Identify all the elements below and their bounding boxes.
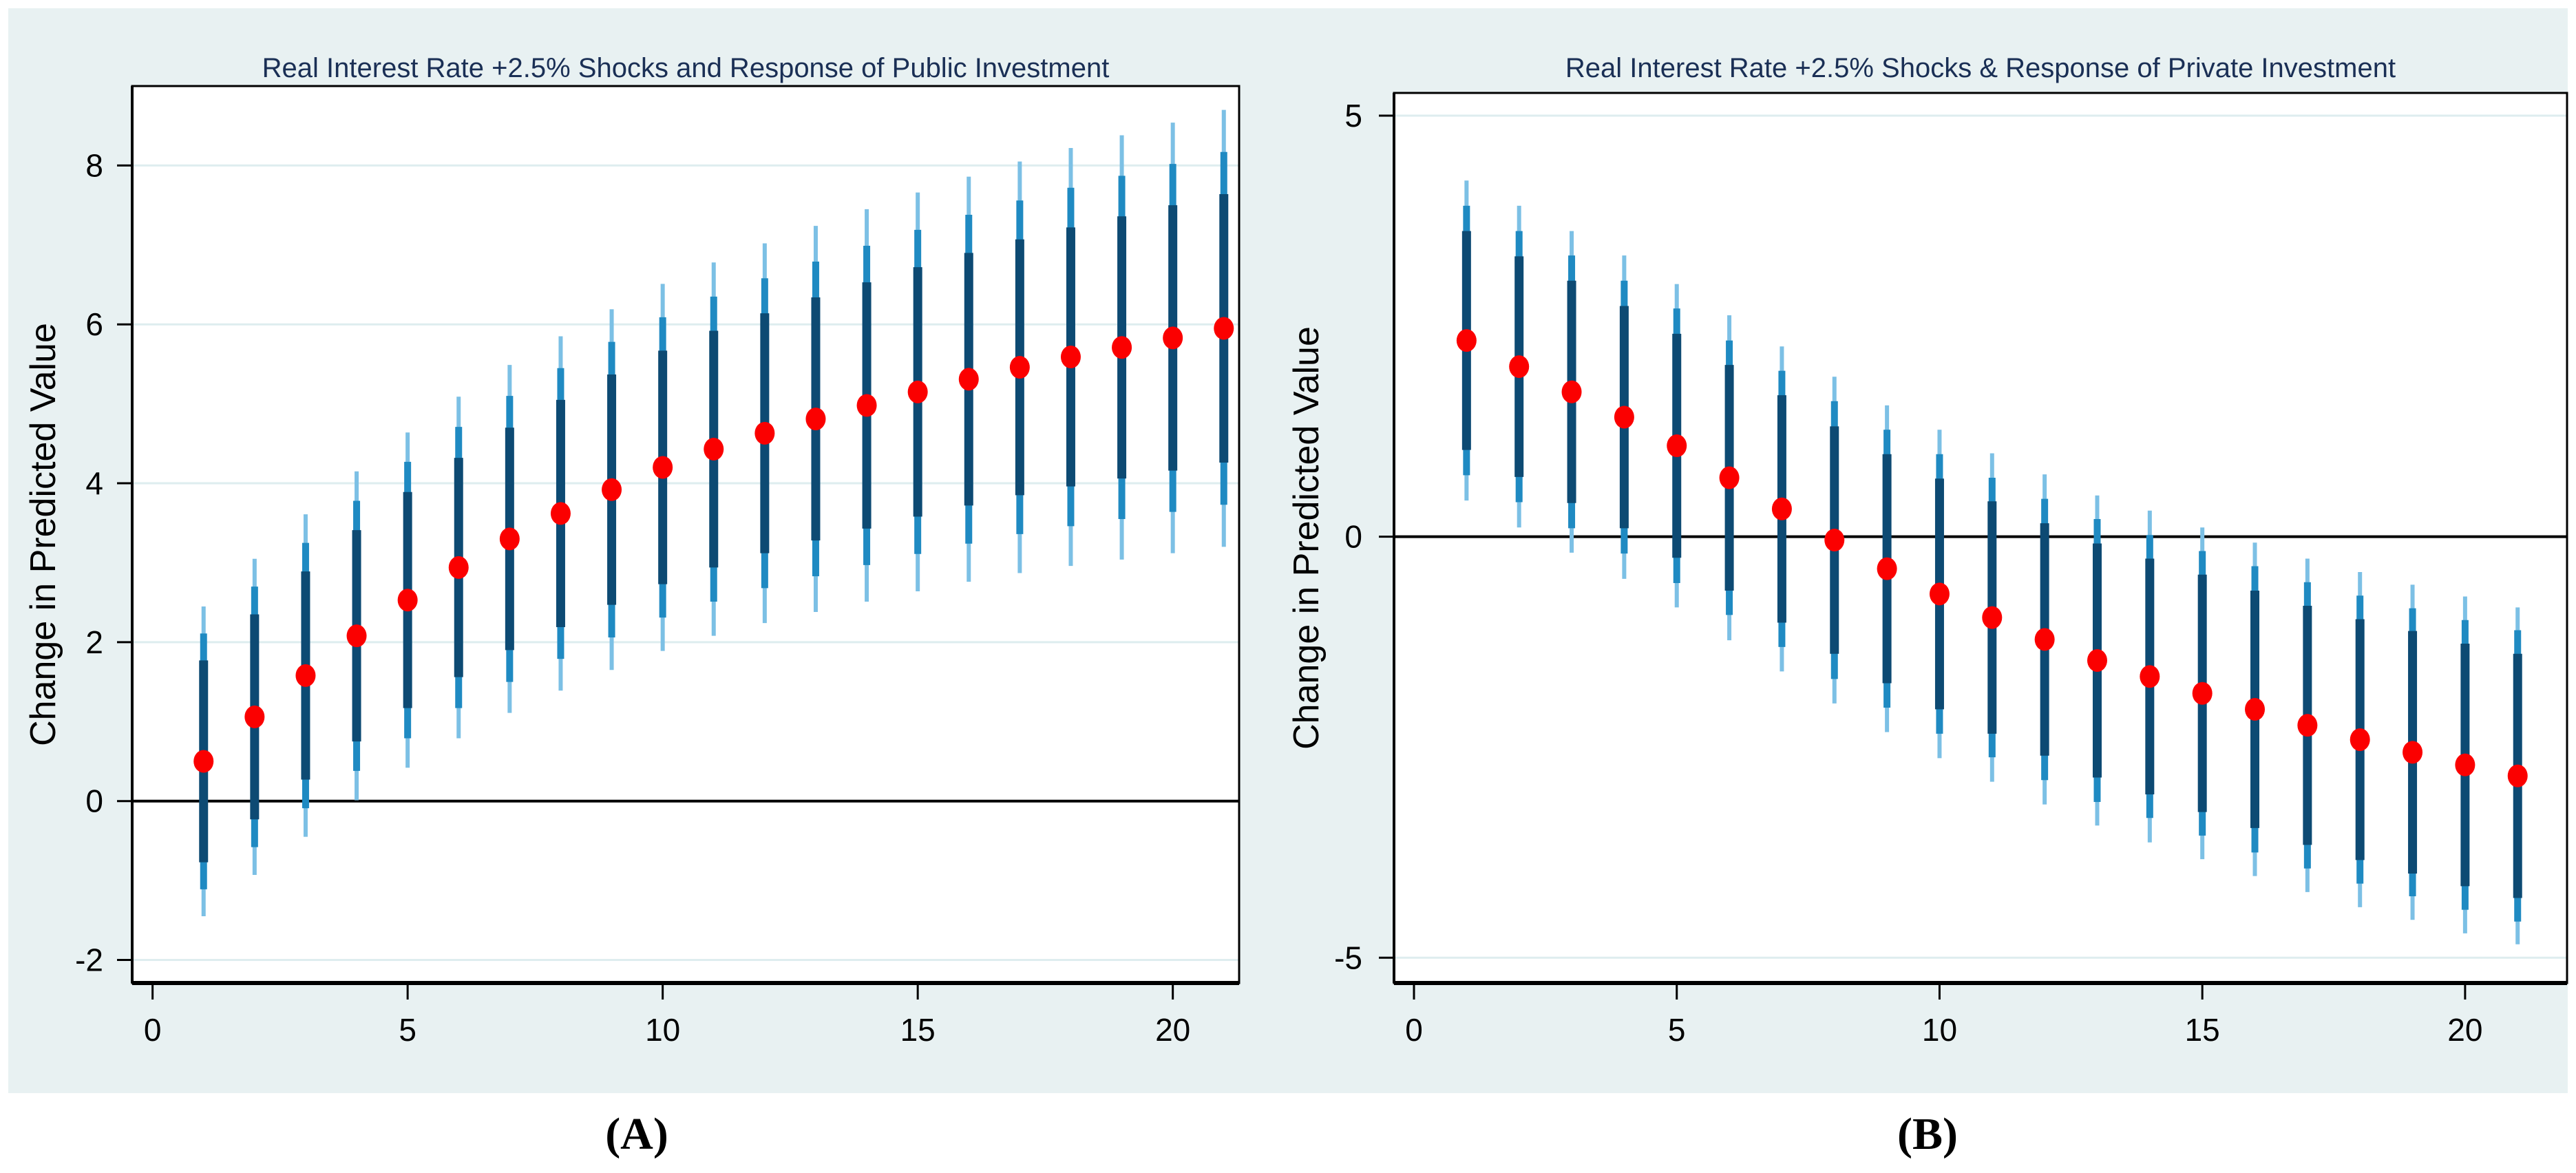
data-point [1060, 346, 1081, 369]
panel-caption-b: (B) [1897, 1109, 1958, 1159]
x-tick-label: 5 [1668, 1012, 1686, 1048]
data-point [550, 502, 571, 525]
data-point [1456, 329, 1477, 352]
data-point [1509, 355, 1530, 379]
data-point [1112, 336, 1132, 359]
data-point [1719, 466, 1740, 489]
data-point [1982, 606, 2003, 629]
y-tick-label: 4 [85, 465, 103, 501]
x-tick-label: 15 [2185, 1012, 2220, 1048]
x-tick-label: 10 [645, 1012, 680, 1048]
y-tick-label: 0 [85, 783, 103, 819]
data-point [1771, 497, 1792, 520]
x-axis: 0 5 10 15 20 [1405, 983, 2482, 1048]
chart-title: Real Interest Rate +2.5% Shocks and Resp… [262, 53, 1110, 83]
data-point [2507, 764, 2528, 788]
x-tick-label: 10 [1922, 1012, 1957, 1048]
x-tick-label: 20 [2447, 1012, 2482, 1048]
x-axis: 0 5 10 15 20 [144, 983, 1190, 1048]
gridlines [132, 164, 1239, 962]
data-point [1877, 557, 1897, 580]
data-point [907, 380, 928, 403]
gridlines [1394, 114, 2567, 959]
data-point [295, 664, 316, 687]
data-point [448, 556, 469, 579]
data-point [2403, 741, 2423, 764]
data-point [2350, 728, 2370, 751]
x-tick-label: 5 [399, 1012, 416, 1048]
panel-caption-a: (A) [605, 1109, 668, 1159]
data-point [1214, 317, 1234, 340]
data-point [2192, 681, 2213, 705]
data-point [1667, 434, 1687, 458]
data-point [754, 421, 775, 445]
data-point [2087, 648, 2107, 672]
data-point [244, 705, 265, 728]
y-tick-label: -2 [75, 942, 103, 978]
y-tick-label: 8 [85, 147, 103, 183]
chart-private-investment: -5 0 5 0 5 10 15 20 Real Interest Rate +2.5% Sho… [1288, 53, 2568, 1048]
x-tick-label: 15 [900, 1012, 936, 1048]
y-tick-label: 6 [85, 306, 103, 342]
plot-area [132, 86, 1239, 983]
data-point [2245, 697, 2266, 721]
data-point [958, 368, 979, 391]
chart-public-investment: -2 0 2 4 6 8 0 5 10 15 20 Real Interest Rate +2.5% … [23, 53, 1241, 1048]
data-point [2140, 665, 2160, 688]
x-tick-label: 20 [1155, 1012, 1190, 1048]
data-point [2455, 753, 2475, 776]
y-axis-title: Change in Predicted Value [23, 323, 63, 746]
y-tick-label: 2 [85, 624, 103, 660]
data-point [1561, 380, 1582, 403]
chart-title: Real Interest Rate +2.5% Shocks & Respon… [1565, 53, 2396, 83]
data-point [1929, 582, 1950, 606]
data-point [2034, 628, 2055, 651]
data-point [193, 750, 214, 773]
y-tick-label: -5 [1334, 940, 1362, 975]
point-estimates [1456, 329, 2528, 788]
data-point [805, 408, 826, 431]
point-estimates [193, 317, 1234, 773]
y-axis: -5 0 5 [1334, 98, 1394, 975]
y-axis: -2 0 2 4 6 8 [75, 147, 132, 978]
x-tick-label: 0 [144, 1012, 162, 1048]
ci-inner-bars [1461, 231, 2522, 898]
x-tick-label: 0 [1405, 1012, 1423, 1048]
data-point [397, 589, 418, 612]
data-point [602, 478, 622, 501]
data-point [2297, 714, 2318, 737]
data-point [1824, 529, 1845, 552]
y-tick-label: 0 [1344, 519, 1362, 555]
data-point [1614, 405, 1634, 429]
data-point [499, 527, 520, 551]
data-point [346, 624, 367, 648]
data-point [1163, 326, 1183, 350]
data-point [856, 394, 877, 417]
y-tick-label: 5 [1344, 98, 1362, 134]
data-point [1009, 356, 1030, 379]
data-point [704, 437, 724, 461]
y-axis-title: Change in Predicted Value [1288, 326, 1327, 750]
data-point [653, 456, 673, 479]
